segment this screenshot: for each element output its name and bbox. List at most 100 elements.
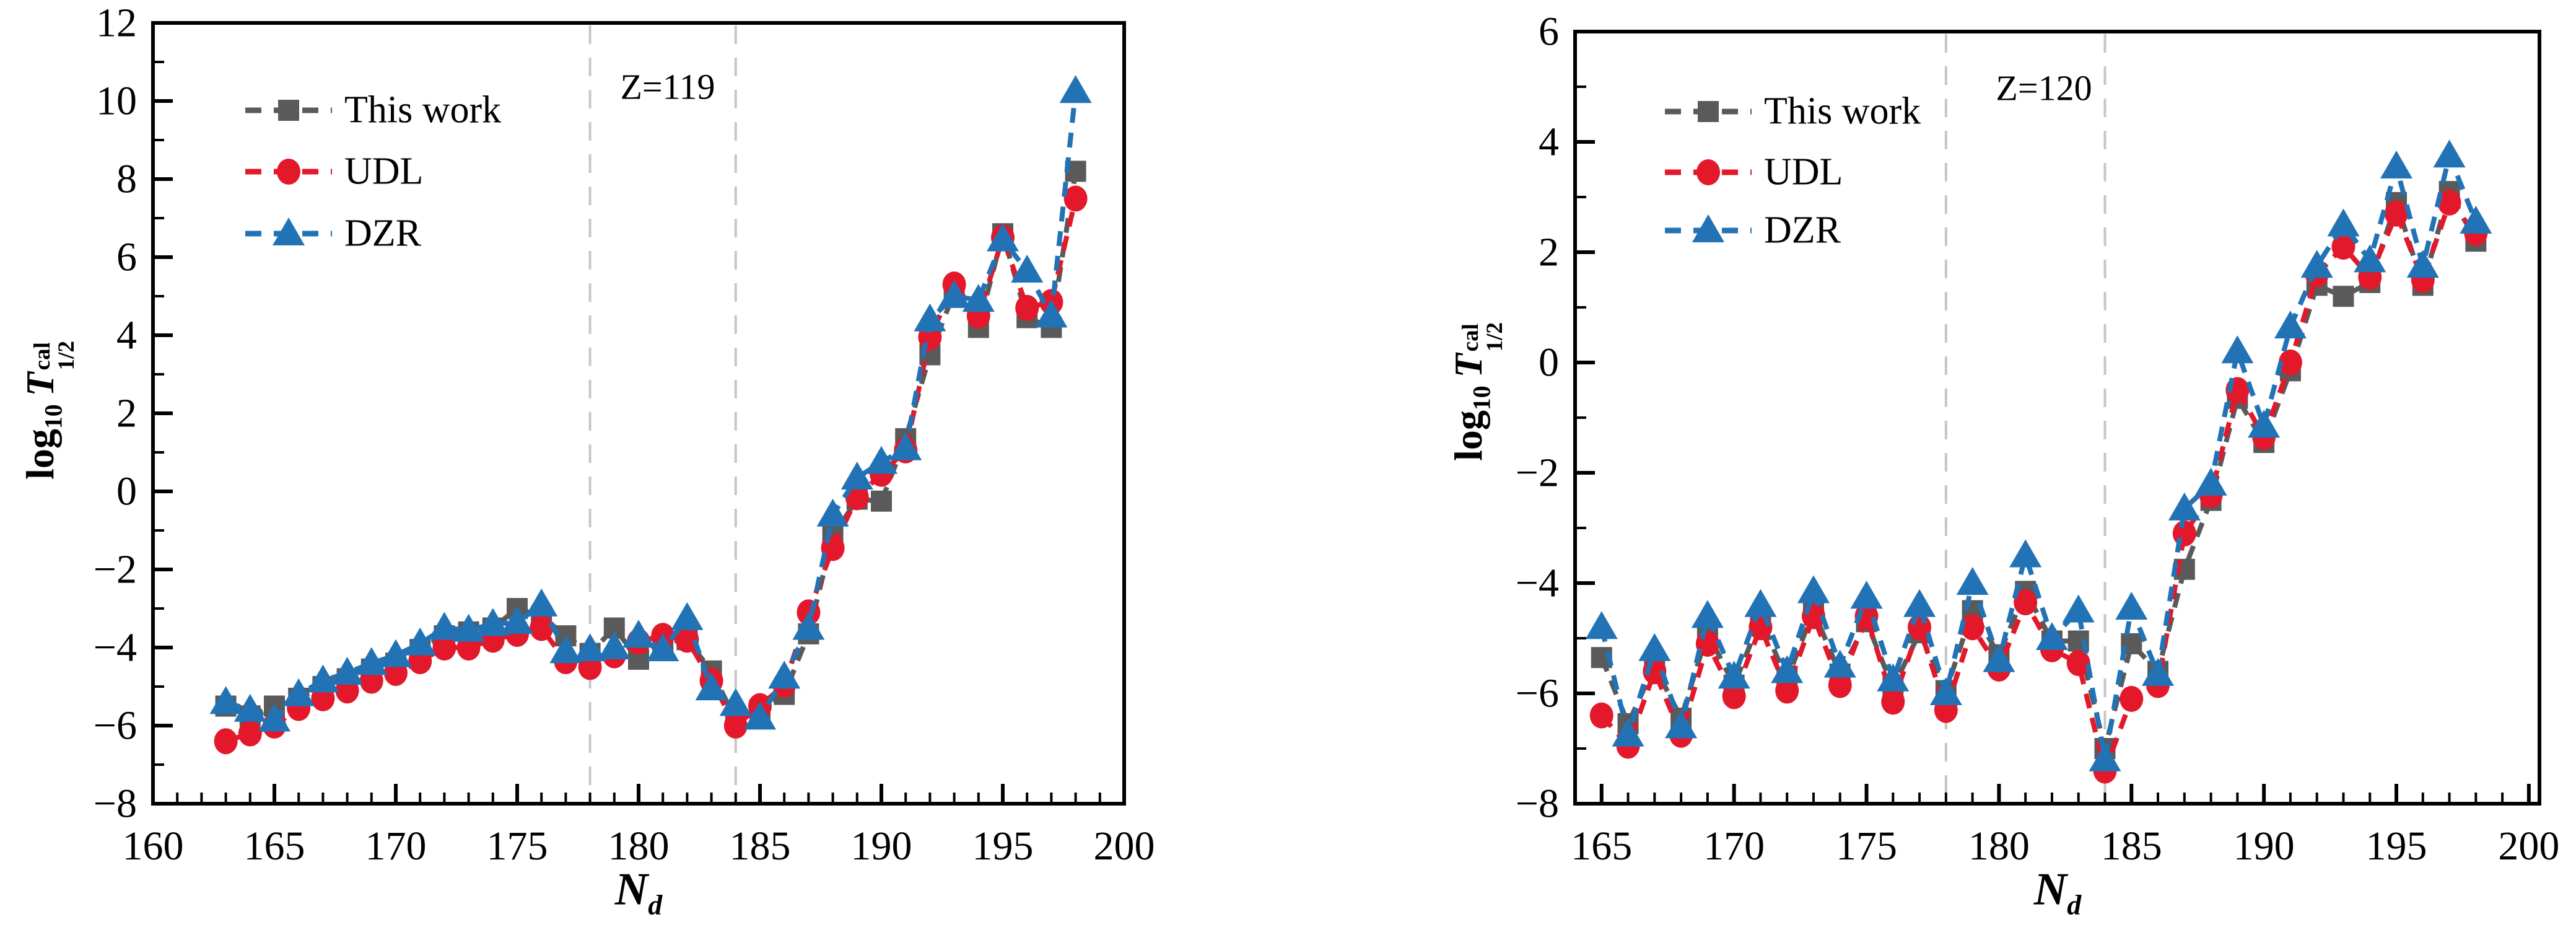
y-title-base: 10 bbox=[1468, 385, 1496, 411]
triangle-marker bbox=[452, 613, 485, 642]
triangle-marker bbox=[889, 432, 922, 460]
y-title-base: 10 bbox=[40, 404, 68, 429]
triangle-marker bbox=[2168, 492, 2201, 521]
triangle-marker bbox=[2035, 622, 2068, 650]
triangle-marker bbox=[938, 280, 971, 308]
x-tick-label: 190 bbox=[851, 824, 912, 869]
triangle-marker bbox=[549, 635, 582, 664]
triangle-marker bbox=[574, 633, 606, 662]
triangle-marker bbox=[2009, 539, 2042, 568]
triangle-marker bbox=[273, 217, 305, 245]
y-tick-label: −2 bbox=[94, 547, 137, 592]
circle-marker bbox=[2385, 200, 2409, 227]
y-tick-label: 10 bbox=[96, 79, 137, 124]
x-title-symbol: N bbox=[614, 864, 648, 915]
annotation-z119: Z=119 bbox=[620, 66, 715, 107]
y-tick-label: 4 bbox=[116, 313, 137, 358]
square-marker bbox=[871, 490, 892, 512]
x-tick-label: 160 bbox=[123, 824, 184, 869]
triangle-marker bbox=[695, 672, 728, 701]
triangle-marker bbox=[1691, 600, 1724, 628]
triangle-marker bbox=[2221, 335, 2254, 364]
x-tick-label: 170 bbox=[1703, 824, 1765, 869]
series-markers-dzr bbox=[209, 75, 1092, 732]
x-tick-label: 175 bbox=[487, 824, 548, 869]
x-tick-label: 195 bbox=[972, 824, 1034, 869]
square-marker bbox=[1698, 101, 1719, 122]
triangle-marker bbox=[331, 656, 364, 685]
series-dzr bbox=[209, 75, 1092, 732]
circle-marker bbox=[1063, 185, 1088, 212]
triangle-marker bbox=[1929, 677, 1962, 705]
y-tick-label: 2 bbox=[116, 391, 137, 436]
triangle-marker bbox=[258, 703, 290, 732]
x-axis-title-z119: Nd bbox=[615, 864, 662, 921]
circle-marker bbox=[2278, 349, 2302, 376]
triangle-marker bbox=[987, 223, 1019, 252]
legend-label-dzr: DZR bbox=[344, 212, 421, 255]
y-tick-label: 12 bbox=[96, 1, 137, 46]
x-title-subscript: d bbox=[648, 889, 663, 921]
triangle-marker bbox=[1059, 75, 1092, 103]
triangle-marker bbox=[2142, 657, 2175, 686]
triangle-marker bbox=[647, 633, 679, 662]
triangle-marker bbox=[501, 606, 533, 635]
legend-label-this-work: This work bbox=[1764, 90, 1921, 133]
y-tick-label: 0 bbox=[116, 469, 137, 514]
y-tick-label: −8 bbox=[94, 781, 137, 827]
triangle-marker bbox=[671, 602, 704, 630]
circle-marker bbox=[530, 615, 554, 641]
triangle-marker bbox=[355, 647, 388, 675]
circle-marker bbox=[214, 728, 238, 755]
circle-marker bbox=[1828, 672, 1852, 698]
legend-label-dzr: DZR bbox=[1764, 209, 1841, 252]
circle-marker bbox=[2120, 685, 2144, 712]
triangle-marker bbox=[1744, 589, 1777, 617]
y-tick-label: −8 bbox=[1516, 781, 1559, 827]
legend-label-udl: UDL bbox=[344, 150, 424, 193]
triangle-marker bbox=[1983, 644, 2015, 672]
series-markers-udl bbox=[1589, 189, 2488, 784]
x-tick-label: 195 bbox=[2366, 824, 2427, 869]
triangle-marker bbox=[1823, 649, 1856, 678]
triangle-marker bbox=[404, 627, 437, 656]
circle-marker bbox=[723, 713, 748, 739]
y-title-symbol: T bbox=[1446, 353, 1490, 378]
y-title-superscript: cal bbox=[1458, 323, 1484, 352]
triangle-marker bbox=[598, 631, 631, 659]
circle-marker bbox=[675, 626, 699, 653]
x-tick-label: 175 bbox=[1836, 824, 1897, 869]
circle-marker bbox=[2172, 520, 2196, 547]
triangle-marker bbox=[2460, 206, 2492, 234]
triangle-marker bbox=[768, 661, 801, 689]
triangle-marker bbox=[914, 303, 946, 332]
triangle-marker bbox=[1903, 589, 1936, 617]
triangle-marker bbox=[2433, 139, 2466, 168]
triangle-marker bbox=[476, 608, 509, 636]
y-tick-label: 6 bbox=[116, 235, 137, 280]
series-line-this_work bbox=[1599, 185, 2478, 749]
triangle-marker bbox=[744, 701, 776, 730]
square-marker bbox=[2333, 286, 2354, 307]
triangle-marker bbox=[1585, 611, 1618, 639]
triangle-marker bbox=[962, 284, 995, 312]
series-line-dzr bbox=[1599, 147, 2479, 760]
triangle-marker bbox=[2327, 208, 2360, 237]
y-tick-label: −4 bbox=[94, 625, 137, 670]
triangle-marker bbox=[2406, 250, 2439, 278]
triangle-marker bbox=[1612, 718, 1644, 747]
y-title-log: log bbox=[1446, 410, 1490, 461]
triangle-marker bbox=[1877, 663, 1910, 692]
x-tick-label: 170 bbox=[365, 824, 427, 869]
y-tick-label: −4 bbox=[1516, 561, 1559, 606]
chart-panel-z119: −8 −6 −4 −2 0 2 4 6 8 10 12 160 165 170 175 180 185 190 19… bbox=[94, 1, 1155, 869]
circle-marker bbox=[1015, 294, 1039, 321]
triangle-marker bbox=[1692, 214, 1724, 242]
y-tick-label: 6 bbox=[1539, 9, 1559, 55]
triangle-marker bbox=[2062, 594, 2095, 623]
circle-marker bbox=[1881, 688, 1905, 715]
axis-ticks: −8 −6 −4 −2 0 2 4 6 165 170 175 180 185 190 195 200 bbox=[1516, 9, 2560, 869]
